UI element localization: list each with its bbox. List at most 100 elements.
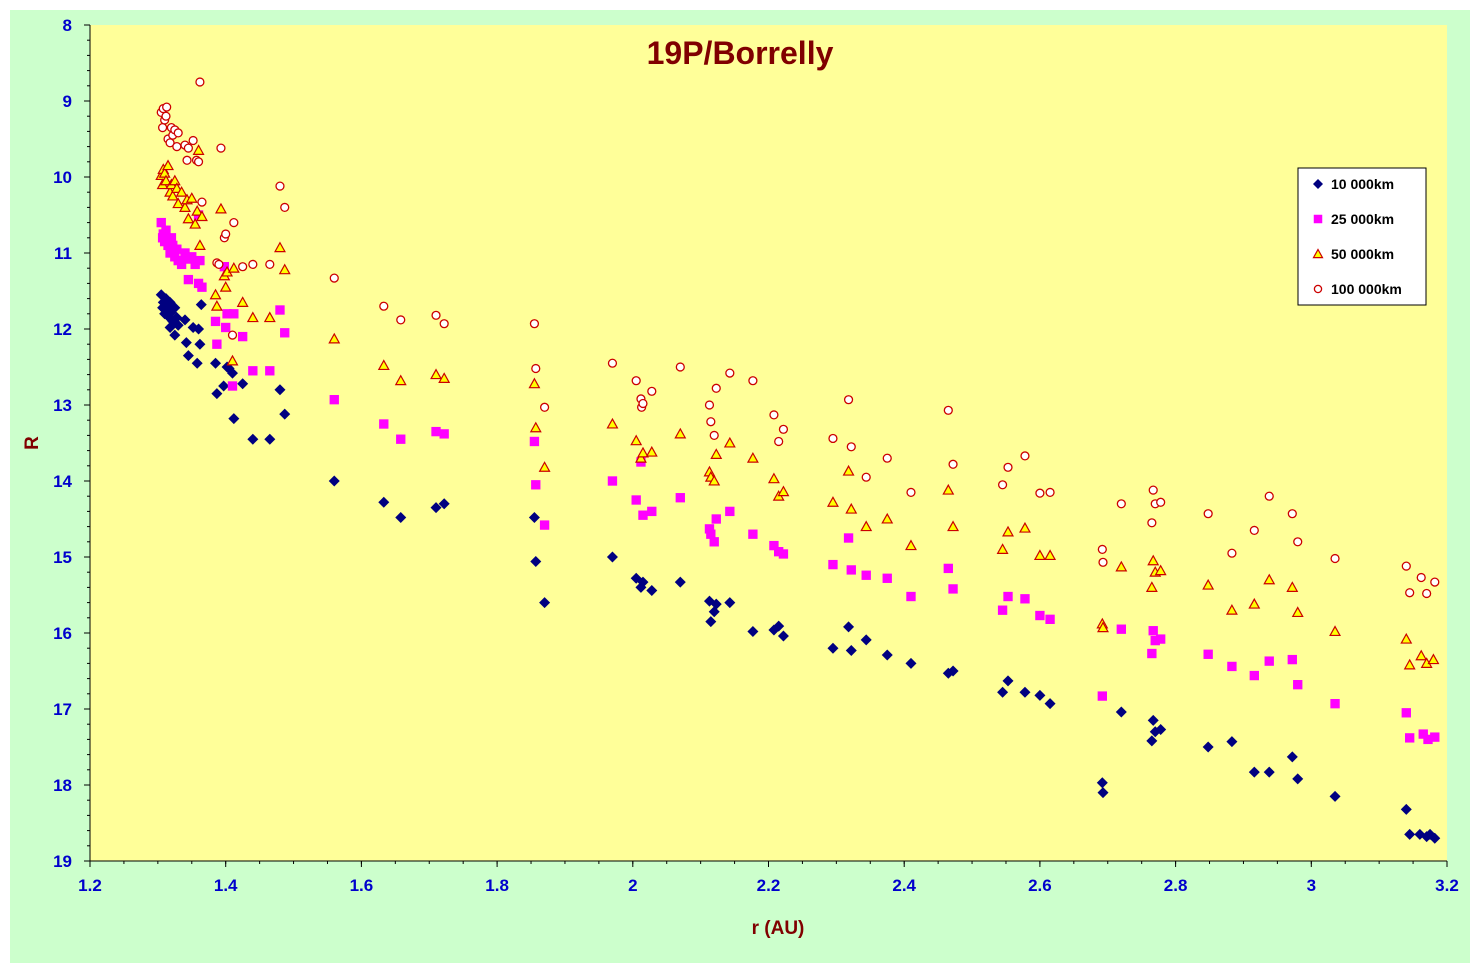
data-point	[529, 319, 540, 329]
data-point	[431, 310, 441, 320]
data-point	[237, 378, 249, 390]
data-point	[1003, 462, 1013, 472]
data-point	[328, 332, 341, 344]
data-point	[1019, 521, 1031, 533]
data-point	[773, 620, 785, 632]
data-point	[190, 259, 200, 270]
data-point	[645, 445, 658, 457]
data-point	[1430, 577, 1440, 587]
data-point	[157, 122, 168, 133]
data-point	[175, 186, 188, 197]
data-point	[539, 520, 550, 530]
y-tick-label: 15	[53, 548, 72, 567]
data-point	[166, 233, 177, 243]
data-point	[607, 476, 618, 486]
data-point	[182, 254, 192, 264]
data-point	[1115, 706, 1127, 718]
data-point	[747, 625, 759, 637]
data-point	[725, 506, 735, 517]
data-point	[212, 339, 222, 349]
data-point	[638, 510, 648, 520]
data-point	[160, 174, 172, 186]
data-point	[528, 377, 541, 389]
data-point	[264, 433, 276, 445]
data-point	[860, 634, 872, 646]
data-point	[708, 474, 721, 486]
data-point	[1415, 649, 1428, 661]
data-point	[704, 400, 715, 410]
data-point	[881, 649, 893, 661]
data-point	[1329, 790, 1341, 802]
data-point	[227, 262, 240, 273]
data-point	[705, 616, 717, 628]
data-point	[634, 452, 647, 463]
data-point	[1045, 614, 1055, 624]
data-point	[1147, 518, 1157, 528]
data-point	[1202, 741, 1214, 753]
data-point	[529, 421, 542, 433]
data-point	[1403, 658, 1416, 670]
x-tick-label: 1.6	[350, 876, 374, 895]
data-point	[539, 402, 550, 412]
x-tick-label: 2.2	[757, 876, 781, 895]
data-point	[704, 524, 715, 534]
legend-label: 10 000km	[1331, 176, 1394, 192]
data-point	[1330, 699, 1340, 709]
data-point	[530, 556, 542, 568]
y-tick-label: 14	[53, 472, 72, 491]
data-point	[219, 281, 232, 292]
data-point	[162, 159, 174, 171]
data-point	[843, 621, 855, 633]
series-0	[155, 289, 1441, 844]
data-point	[777, 485, 790, 497]
y-tick-label: 13	[53, 396, 72, 415]
data-point	[396, 315, 406, 325]
data-point	[195, 77, 205, 87]
data-point	[238, 262, 248, 272]
data-point	[237, 331, 248, 342]
data-point	[637, 576, 649, 588]
data-point	[1115, 560, 1128, 572]
y-tick-label: 9	[63, 92, 72, 111]
data-point	[180, 337, 192, 349]
data-point	[197, 282, 207, 292]
data-point	[769, 410, 779, 420]
data-point	[171, 312, 183, 324]
data-point	[1422, 588, 1432, 599]
data-point	[183, 143, 193, 153]
data-point	[379, 301, 389, 311]
data-point	[1287, 654, 1297, 665]
data-point	[1147, 648, 1157, 659]
data-point	[711, 383, 721, 393]
data-point	[438, 372, 451, 383]
data-point	[674, 427, 687, 439]
data-point	[675, 493, 685, 503]
data-point	[778, 549, 789, 559]
data-point	[637, 446, 649, 458]
data-point	[1202, 578, 1215, 590]
data-point	[748, 376, 758, 386]
data-point	[1249, 525, 1259, 536]
data-point	[842, 464, 855, 476]
data-point	[606, 417, 619, 429]
data-point	[1097, 544, 1107, 555]
data-point	[1249, 670, 1259, 681]
data-point	[724, 597, 736, 609]
data-point	[214, 259, 224, 270]
data-point	[195, 210, 208, 222]
data-point	[169, 302, 181, 314]
data-point	[1116, 499, 1126, 509]
x-tick-label: 2	[628, 876, 637, 895]
y-tick-label: 19	[53, 852, 72, 871]
data-point	[1003, 591, 1013, 602]
data-point	[778, 424, 789, 434]
data-point	[274, 241, 286, 253]
data-point	[172, 319, 184, 331]
data-point	[531, 480, 541, 490]
data-point	[280, 328, 290, 338]
data-point	[216, 143, 226, 153]
data-point	[828, 559, 838, 570]
data-point	[948, 584, 958, 594]
data-point	[881, 512, 894, 524]
data-point	[430, 502, 442, 514]
